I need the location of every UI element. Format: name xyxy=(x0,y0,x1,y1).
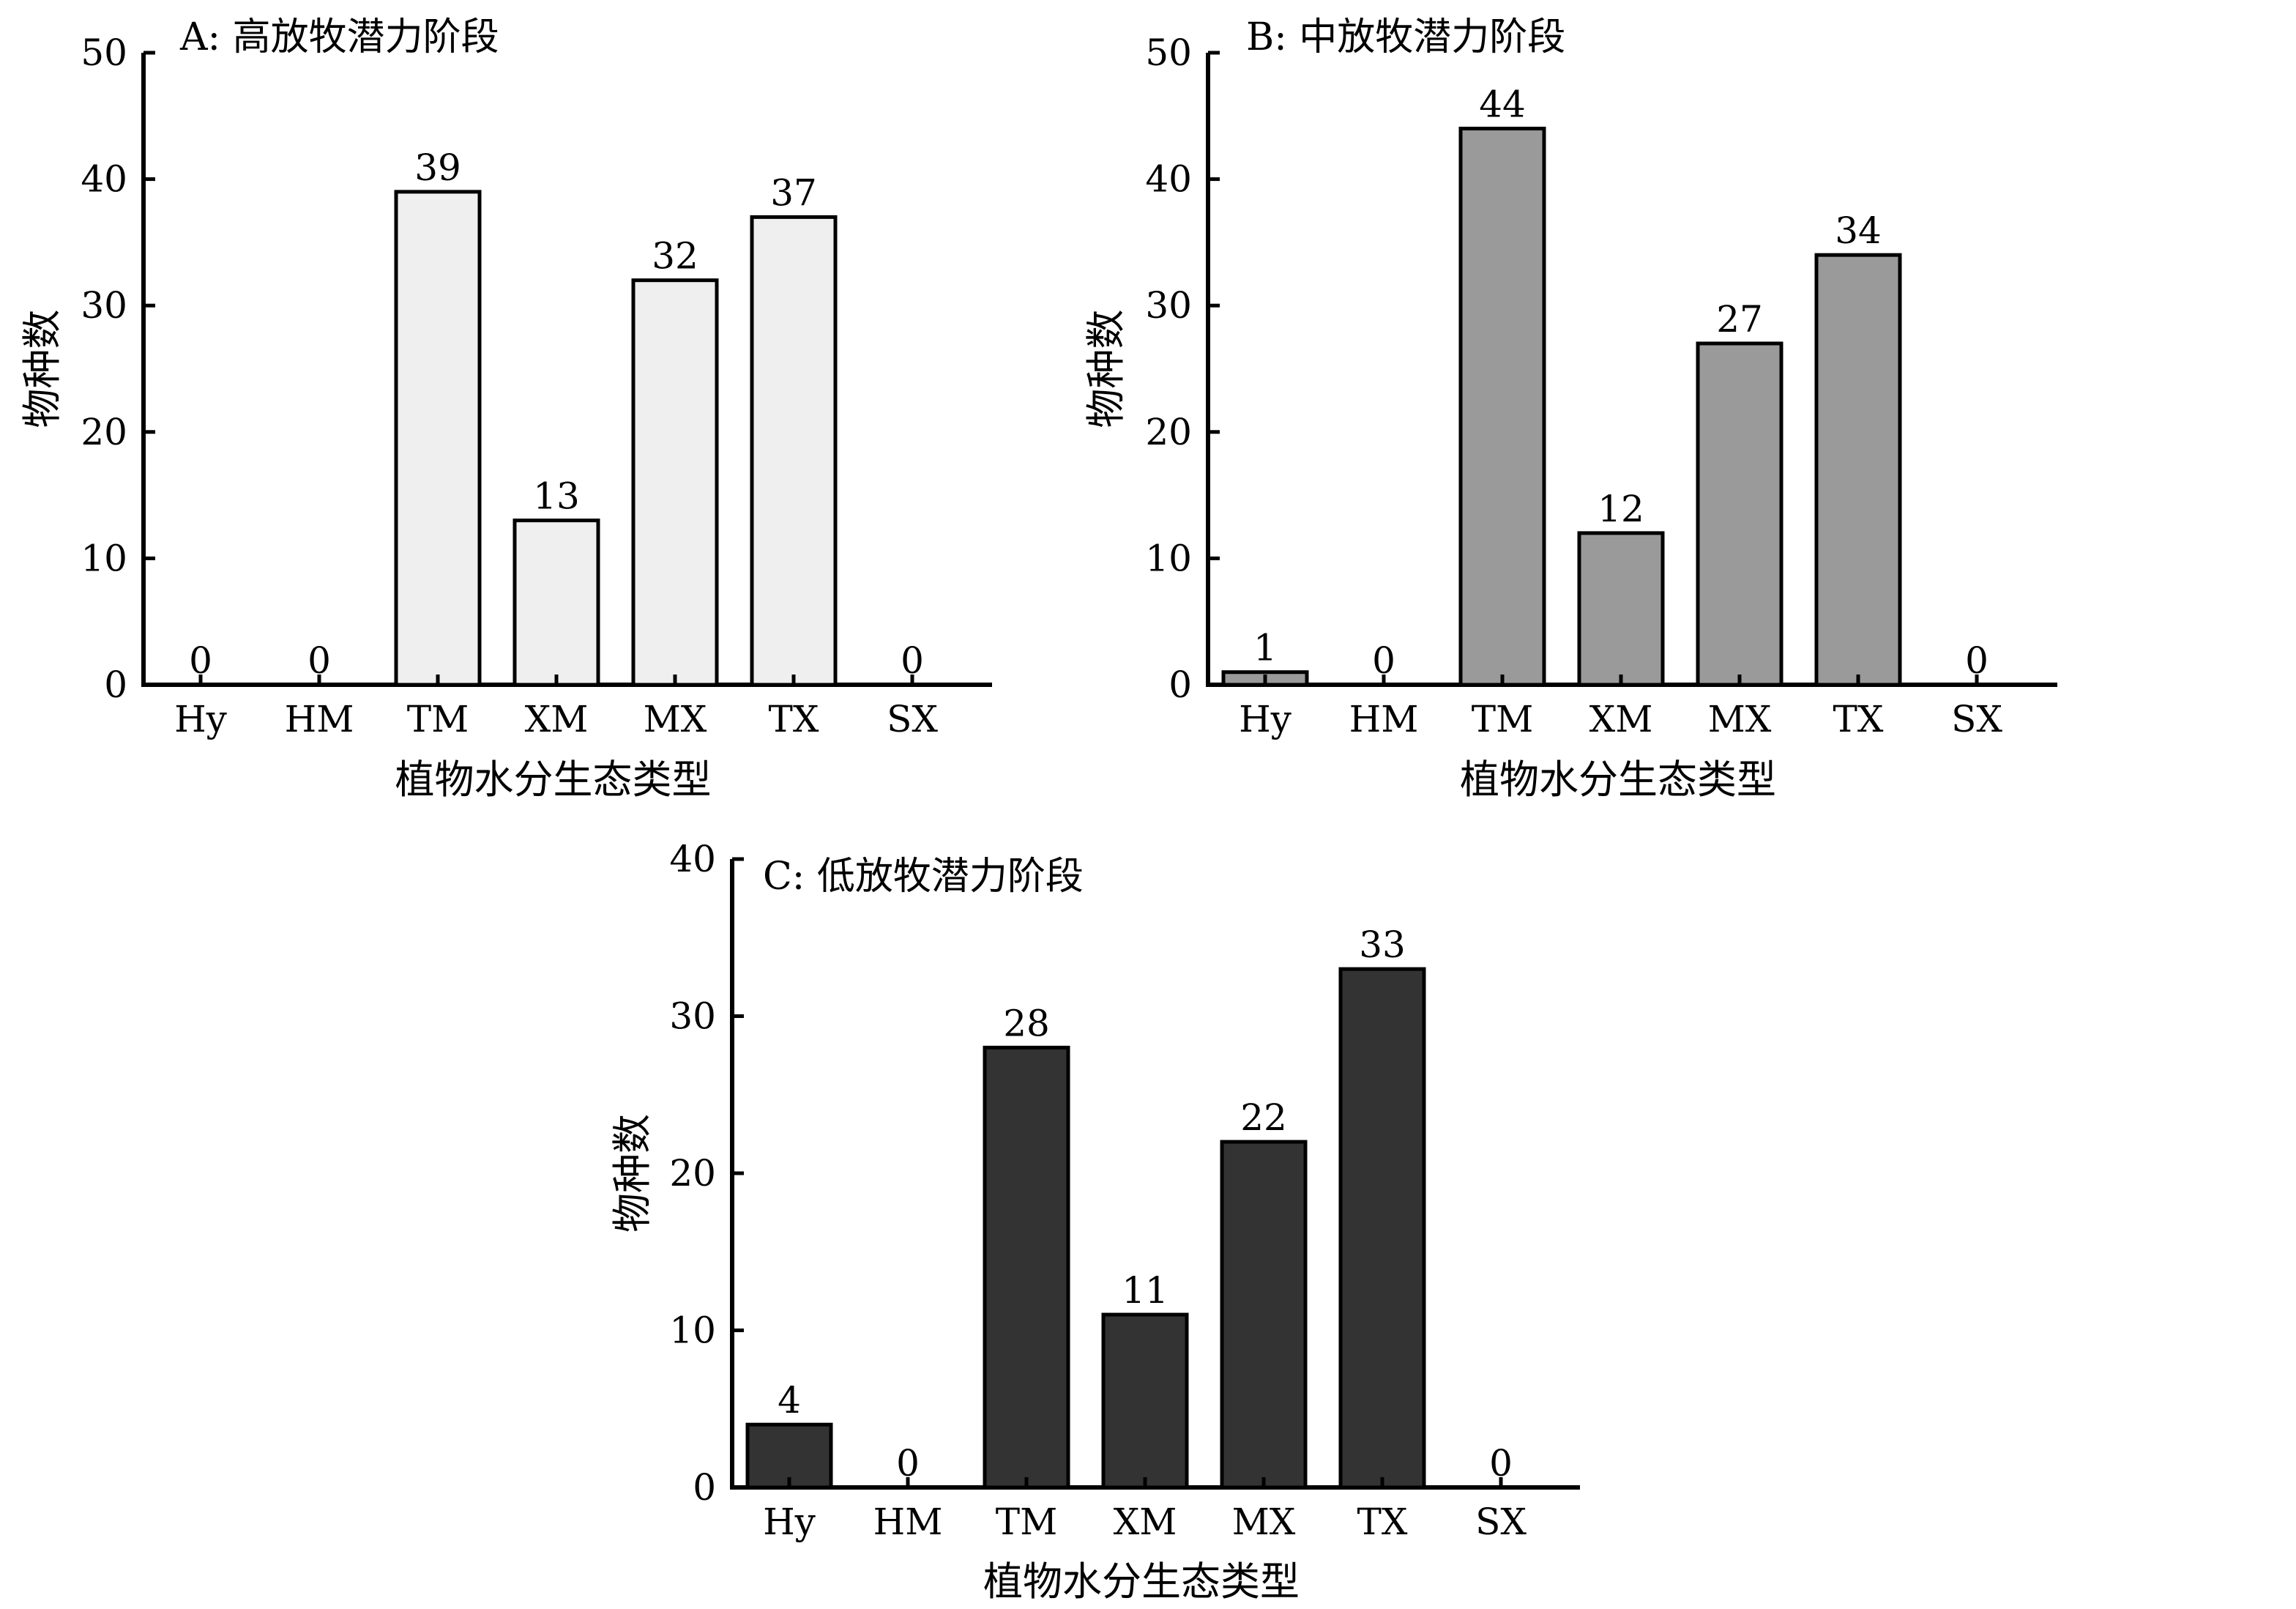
data-label-sx: 0 xyxy=(1489,1442,1513,1484)
y-tick-label: 10 xyxy=(1145,537,1192,579)
x-tick-label: HM xyxy=(1349,698,1419,740)
bar-tx xyxy=(750,215,838,687)
x-tick-label: MX xyxy=(1708,698,1772,740)
x-tick-label: SX xyxy=(1475,1501,1527,1543)
x-tick-label: TX xyxy=(769,698,819,740)
data-label-mx: 22 xyxy=(1240,1096,1287,1139)
bar-mx xyxy=(1696,341,1783,687)
data-label-tx: 33 xyxy=(1359,924,1406,966)
x-tick-label: XM xyxy=(525,698,589,740)
data-label-hm: 0 xyxy=(1372,639,1395,682)
data-label-tx: 37 xyxy=(770,171,817,214)
y-tick-label: 0 xyxy=(1168,664,1192,706)
data-label-tm: 44 xyxy=(1479,83,1526,126)
bar-xm xyxy=(1577,531,1665,687)
chart-panel-b: 0 10 20 30 40 50 Hy 1 HM 0 TM 44 XM 12 MX 27 TX 34 SX 0 B: 中… xyxy=(1083,15,2057,803)
panel-title: A: 高放牧潜力阶段 xyxy=(179,15,499,59)
y-tick-label: 10 xyxy=(81,537,127,579)
x-tick-label: HM xyxy=(285,698,354,740)
y-tick-label: 30 xyxy=(669,995,716,1038)
data-label-hm: 0 xyxy=(308,639,331,682)
x-tick-label: TM xyxy=(1472,698,1534,740)
panel-title: B: 中放牧潜力阶段 xyxy=(1246,15,1565,59)
y-tick-label: 40 xyxy=(669,838,716,880)
data-label-tm: 28 xyxy=(1003,1002,1050,1044)
chart-panel-c: 0 10 20 30 40 Hy 4 HM 0 TM 28 XM 11 MX 22 TX 33 SX 0 C: 低放牧… xyxy=(609,838,1580,1605)
bar-tx xyxy=(1814,253,1902,687)
x-tick-label: TM xyxy=(996,1501,1058,1543)
x-tick-label: TX xyxy=(1833,698,1884,740)
bar-mx xyxy=(631,278,719,687)
y-tick-label: 20 xyxy=(81,411,127,453)
chart-panel-a: 0 10 20 30 40 50 Hy 0 HM 0 TM 39 XM 13 MX 32 TX 37 SX 0 A: 高… xyxy=(19,15,992,803)
y-axis-label: 物种数 xyxy=(19,310,65,428)
y-tick-label: 50 xyxy=(1145,31,1192,74)
data-label-hy: 0 xyxy=(189,639,212,682)
x-tick-label: MX xyxy=(644,698,707,740)
bar-mx xyxy=(1220,1140,1308,1490)
y-tick-label: 40 xyxy=(1145,158,1192,201)
x-tick-label: Hy xyxy=(1239,698,1292,740)
y-tick-label: 40 xyxy=(81,158,127,201)
data-label-sx: 0 xyxy=(901,639,924,682)
bar-tx xyxy=(1338,967,1426,1490)
data-label-hy: 1 xyxy=(1253,627,1277,669)
y-tick-label: 50 xyxy=(81,31,127,74)
data-label-tx: 34 xyxy=(1835,209,1882,252)
x-tick-label: XM xyxy=(1114,1501,1177,1543)
x-axis-label: 植物水分生态类型 xyxy=(395,757,712,803)
x-tick-label: SX xyxy=(887,698,938,740)
y-tick-label: 30 xyxy=(81,284,127,327)
x-tick-label: Hy xyxy=(763,1501,816,1543)
panel-title: C: 低放牧潜力阶段 xyxy=(763,855,1084,899)
bar-xm xyxy=(512,519,600,687)
x-tick-label: TX xyxy=(1357,1501,1408,1543)
x-tick-label: HM xyxy=(873,1501,943,1543)
data-label-xm: 13 xyxy=(533,475,580,518)
data-label-hy: 4 xyxy=(778,1379,801,1422)
data-label-xm: 12 xyxy=(1598,488,1644,530)
x-tick-label: XM xyxy=(1589,698,1653,740)
bar-xm xyxy=(1101,1312,1189,1490)
y-axis-label: 物种数 xyxy=(609,1114,655,1233)
y-tick-label: 30 xyxy=(1145,284,1192,327)
y-tick-label: 20 xyxy=(1145,411,1192,453)
bar-tm xyxy=(394,190,482,687)
y-tick-label: 0 xyxy=(104,664,127,706)
y-tick-label: 20 xyxy=(669,1152,716,1194)
data-label-tm: 39 xyxy=(414,146,461,189)
bar-tm xyxy=(1458,127,1546,687)
x-axis-label: 植物水分生态类型 xyxy=(1460,757,1776,803)
data-label-hm: 0 xyxy=(896,1442,920,1484)
x-tick-label: Hy xyxy=(174,698,228,740)
data-label-mx: 32 xyxy=(652,235,698,278)
data-label-mx: 27 xyxy=(1716,298,1763,341)
bar-tm xyxy=(983,1045,1070,1490)
x-tick-label: MX xyxy=(1232,1501,1296,1543)
data-label-xm: 11 xyxy=(1122,1269,1168,1312)
data-label-sx: 0 xyxy=(1965,639,1988,682)
x-axis-label: 植物水分生态类型 xyxy=(983,1558,1300,1605)
y-tick-label: 0 xyxy=(693,1466,716,1509)
y-tick-label: 10 xyxy=(669,1309,716,1352)
y-axis-label: 物种数 xyxy=(1083,310,1129,428)
x-tick-label: SX xyxy=(1951,698,2002,740)
bar-hy xyxy=(745,1422,833,1490)
x-tick-label: TM xyxy=(407,698,469,740)
